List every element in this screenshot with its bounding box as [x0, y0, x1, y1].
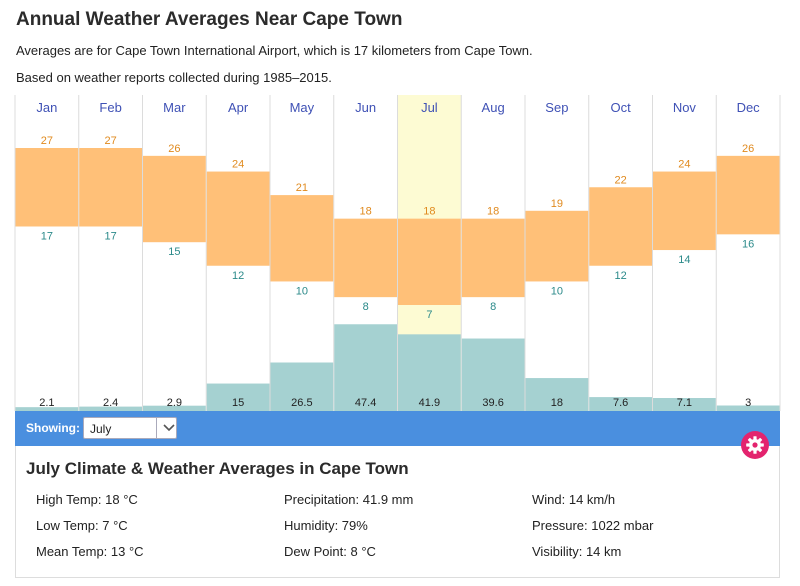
high-temp-label: 19 — [551, 198, 563, 210]
high-temp-label: 18 — [423, 206, 435, 218]
month-label: Mar — [163, 100, 186, 115]
precip-bar — [15, 407, 79, 411]
low-temp-label: 8 — [363, 301, 369, 313]
data-period-note: Based on weather reports collected durin… — [16, 70, 332, 85]
dew-point-stat: Dew Point: 8 °C — [284, 544, 376, 559]
month-label: May — [290, 100, 315, 115]
high-temp-stat: High Temp: 18 °C — [36, 492, 138, 507]
low-temp-label: 16 — [742, 238, 754, 250]
precip-label: 2.9 — [167, 397, 182, 409]
month-label: Jun — [355, 100, 376, 115]
month-select[interactable]: July — [83, 417, 177, 439]
high-temp-label: 24 — [678, 159, 690, 171]
month-label: Feb — [99, 100, 121, 115]
low-temp-label: 8 — [490, 301, 496, 313]
precipitation-stat: Precipitation: 41.9 mm — [284, 492, 414, 507]
low-temp-label: 12 — [232, 270, 244, 282]
details-title: July Climate & Weather Averages in Cape … — [26, 459, 409, 478]
page-title: Annual Weather Averages Near Cape Town — [16, 9, 403, 30]
humidity-stat: Humidity: 79% — [284, 518, 368, 533]
temp-range-bar — [270, 195, 334, 282]
low-temp-label: 14 — [678, 254, 690, 266]
temp-range-bar — [653, 171, 716, 251]
precip-bar — [716, 405, 780, 411]
precip-bar — [206, 383, 270, 411]
temp-range-bar — [716, 155, 780, 235]
precip-bar — [334, 324, 397, 411]
high-temp-label: 22 — [615, 174, 627, 186]
precip-bar — [143, 405, 206, 411]
precip-bar — [398, 334, 461, 411]
precip-label: 7.1 — [677, 397, 692, 409]
precip-label: 2.1 — [39, 397, 54, 409]
precip-label: 47.4 — [355, 397, 376, 409]
month-select-value: July — [90, 422, 112, 436]
temp-range-bar — [398, 218, 461, 305]
showing-label: Showing: — [26, 421, 80, 435]
high-temp-label: 18 — [487, 206, 499, 218]
wind-stat: Wind: 14 km/h — [532, 492, 616, 507]
precip-label: 39.6 — [482, 397, 503, 409]
precip-label: 3 — [745, 397, 751, 409]
month-label: Apr — [228, 100, 249, 115]
settings-button[interactable] — [741, 431, 769, 459]
temp-range-bar — [461, 218, 525, 298]
low-temp-label: 10 — [296, 285, 308, 297]
month-label: Sep — [545, 100, 568, 115]
high-temp-label: 27 — [41, 135, 53, 147]
high-temp-label: 26 — [742, 143, 754, 155]
high-temp-label: 24 — [232, 159, 244, 171]
precip-bar — [461, 338, 525, 411]
mean-temp-stat: Mean Temp: 13 °C — [36, 544, 144, 559]
precip-label: 41.9 — [419, 397, 440, 409]
low-temp-stat: Low Temp: 7 °C — [36, 518, 128, 533]
month-selector-bar: Showing: July — [15, 411, 780, 446]
month-label: Oct — [611, 100, 632, 115]
low-temp-label: 12 — [615, 270, 627, 282]
low-temp-label: 10 — [551, 285, 563, 297]
gear-icon — [746, 436, 764, 454]
temp-range-bar — [79, 148, 142, 227]
visibility-stat: Visibility: 14 km — [532, 544, 622, 559]
precip-label: 15 — [232, 397, 244, 409]
precip-label: 2.4 — [103, 397, 118, 409]
low-temp-label: 7 — [426, 309, 432, 321]
high-temp-label: 21 — [296, 182, 308, 194]
high-temp-label: 18 — [360, 206, 372, 218]
temp-range-bar — [15, 148, 79, 227]
low-temp-label: 15 — [168, 246, 180, 258]
low-temp-label: 17 — [105, 231, 117, 243]
precip-bar — [270, 362, 334, 411]
precip-bar — [589, 397, 652, 411]
month-label: Jul — [421, 100, 438, 115]
pressure-stat: Pressure: 1022 mbar — [532, 518, 654, 533]
location-note: Averages are for Cape Town International… — [16, 43, 533, 58]
precip-label: 26.5 — [291, 397, 312, 409]
month-label: Nov — [673, 100, 697, 115]
select-divider — [156, 418, 157, 438]
precip-bar — [653, 398, 716, 411]
weather-chart: Jan 27 17 2.1 Feb 27 17 2.4 Mar 26 15 2.9 Apr 24 12 15 M… — [14, 95, 781, 411]
month-details-panel: July Climate & Weather Averages in Cape … — [15, 446, 780, 578]
precip-bar — [79, 406, 142, 411]
temp-range-bar — [143, 155, 206, 243]
precip-bar — [525, 378, 589, 411]
temp-range-bar — [525, 210, 589, 282]
low-temp-label: 17 — [41, 231, 53, 243]
temp-range-bar — [334, 218, 397, 298]
month-label: Dec — [737, 100, 761, 115]
high-temp-label: 26 — [168, 143, 180, 155]
temp-range-bar — [206, 171, 270, 266]
chevron-down-icon — [162, 420, 176, 439]
temp-range-bar — [589, 187, 652, 266]
month-label: Aug — [482, 100, 505, 115]
precip-label: 7.6 — [613, 397, 628, 409]
precip-label: 18 — [551, 397, 563, 409]
high-temp-label: 27 — [105, 135, 117, 147]
month-label: Jan — [36, 100, 57, 115]
